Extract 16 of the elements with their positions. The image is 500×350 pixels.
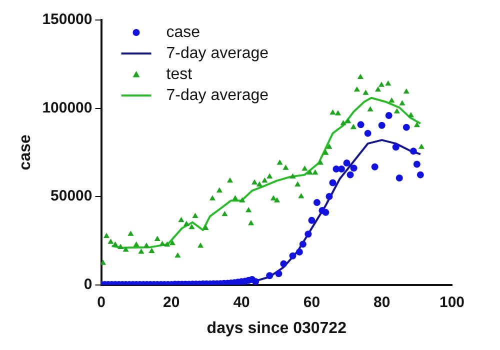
x-tick-label: 40 [233,294,250,311]
y-tick-label: 50000 [50,188,92,205]
legend-label: case [166,24,200,41]
x-tick-label: 100 [439,294,465,311]
x-tick-label: 80 [374,294,390,311]
x-tick-label: 20 [163,294,180,311]
x-axis-title: days since 030722 [206,320,347,337]
x-tick-label: 0 [97,294,106,311]
y-tick-label: 0 [84,276,92,293]
legend-label: 7-day average [166,44,269,62]
x-tick-label: 60 [303,294,320,311]
y-axis-title: case [17,134,34,170]
legend-label: 7-day average [166,86,269,104]
y-tick-label: 100000 [42,99,92,116]
y-tick-label: 150000 [42,11,92,28]
legend-label: test [166,66,193,83]
